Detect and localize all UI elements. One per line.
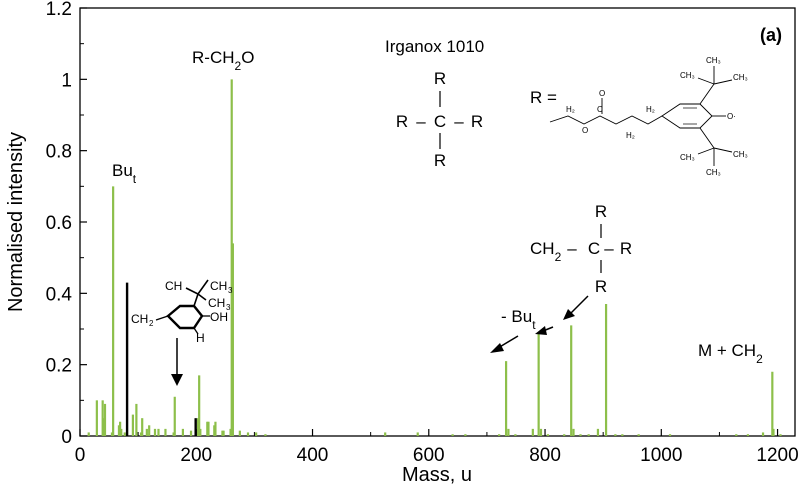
annotation-rch2o: R-CH2O	[192, 48, 254, 73]
svg-text:C: C	[597, 105, 603, 114]
x-tick-label: 200	[180, 445, 212, 466]
x-ticks-group: 0 200 400 600 800 1000 1200	[75, 429, 799, 466]
peaks-group	[87, 79, 782, 436]
x-tick-label: 600	[413, 445, 445, 466]
svg-text:H: H	[196, 331, 205, 345]
svg-text:2: 2	[149, 319, 154, 328]
x-tick-label: 1000	[640, 445, 682, 466]
y-tick-label: 0.2	[46, 356, 72, 377]
panel-label: (a)	[760, 25, 782, 45]
svg-text:CH₃: CH₃	[733, 73, 748, 82]
x-tick-label: 0	[75, 445, 86, 466]
annotation-irganox: Irganox 1010	[385, 37, 484, 56]
svg-text:R: R	[595, 277, 607, 296]
annotation-but: But	[112, 161, 137, 186]
irganox-core-structure: R R – C – R R	[396, 69, 483, 170]
y-ticks-group: 0 0.2 0.4 0.6 0.8 1 1.2	[46, 0, 87, 448]
svg-text:–: –	[604, 239, 614, 258]
svg-text:H₂: H₂	[626, 131, 635, 140]
loss-arrows	[490, 295, 589, 353]
svg-text:R: R	[434, 69, 446, 88]
svg-text:R: R	[620, 239, 632, 258]
svg-text:CH: CH	[210, 279, 227, 293]
annotation-minus-but: - But	[501, 307, 536, 332]
svg-text:–: –	[454, 112, 464, 131]
svg-text:R: R	[595, 202, 607, 221]
svg-text:CH2: CH2	[530, 239, 562, 264]
y-tick-label: 0	[61, 427, 72, 448]
svg-text:C: C	[588, 239, 600, 258]
svg-text:CH: CH	[208, 296, 225, 310]
y-axis-label: Normalised intensity	[5, 132, 27, 312]
svg-text:CH₃: CH₃	[680, 71, 695, 80]
svg-text:CH₃: CH₃	[680, 153, 695, 162]
svg-text:CH: CH	[131, 312, 148, 326]
svg-text:OH: OH	[210, 310, 228, 324]
x-axis-label: Mass, u	[402, 464, 472, 486]
svg-text:CH₃: CH₃	[733, 150, 748, 159]
x-tick-label: 800	[529, 445, 561, 466]
svg-text:CH: CH	[165, 279, 182, 293]
svg-text:O: O	[599, 89, 605, 98]
x-tick-label: 400	[297, 445, 329, 466]
fragment-arrow-head	[171, 374, 183, 386]
y-tick-label: 0.6	[46, 213, 72, 234]
ch2-cr3-structure: R CH2 – C – R R	[530, 202, 632, 296]
svg-text:R: R	[471, 112, 483, 131]
svg-text:3: 3	[228, 286, 233, 295]
svg-text:CH₃: CH₃	[706, 56, 721, 65]
y-tick-label: 1	[61, 70, 72, 91]
annotation-m-plus-ch2: M + CH2	[698, 341, 763, 366]
x-tick-label: 1200	[756, 445, 798, 466]
svg-text:CH₃: CH₃	[706, 168, 721, 177]
svg-text:C: C	[434, 112, 446, 131]
y-tick-label: 1.2	[46, 0, 72, 20]
r-substituent-structure: R = H₂ O C O H₂ H₂ O· CH₃ CH₃ CH₃ CH₃ CH…	[530, 56, 748, 177]
phenol-fragment-structure: CH 2 OH H CH CH 3 CH 3	[131, 279, 233, 345]
svg-text:–: –	[416, 112, 426, 131]
svg-text:O·: O·	[727, 112, 736, 121]
svg-text:H₂: H₂	[566, 105, 575, 114]
svg-text:–: –	[567, 239, 577, 258]
y-tick-label: 0.4	[46, 284, 73, 305]
svg-text:R: R	[396, 112, 408, 131]
y-tick-label: 0.8	[46, 142, 72, 163]
svg-text:H₂: H₂	[646, 105, 655, 114]
svg-text:3: 3	[226, 303, 231, 312]
svg-text:R: R	[434, 151, 446, 170]
svg-text:O: O	[582, 126, 588, 135]
svg-text:R =: R =	[530, 88, 557, 107]
